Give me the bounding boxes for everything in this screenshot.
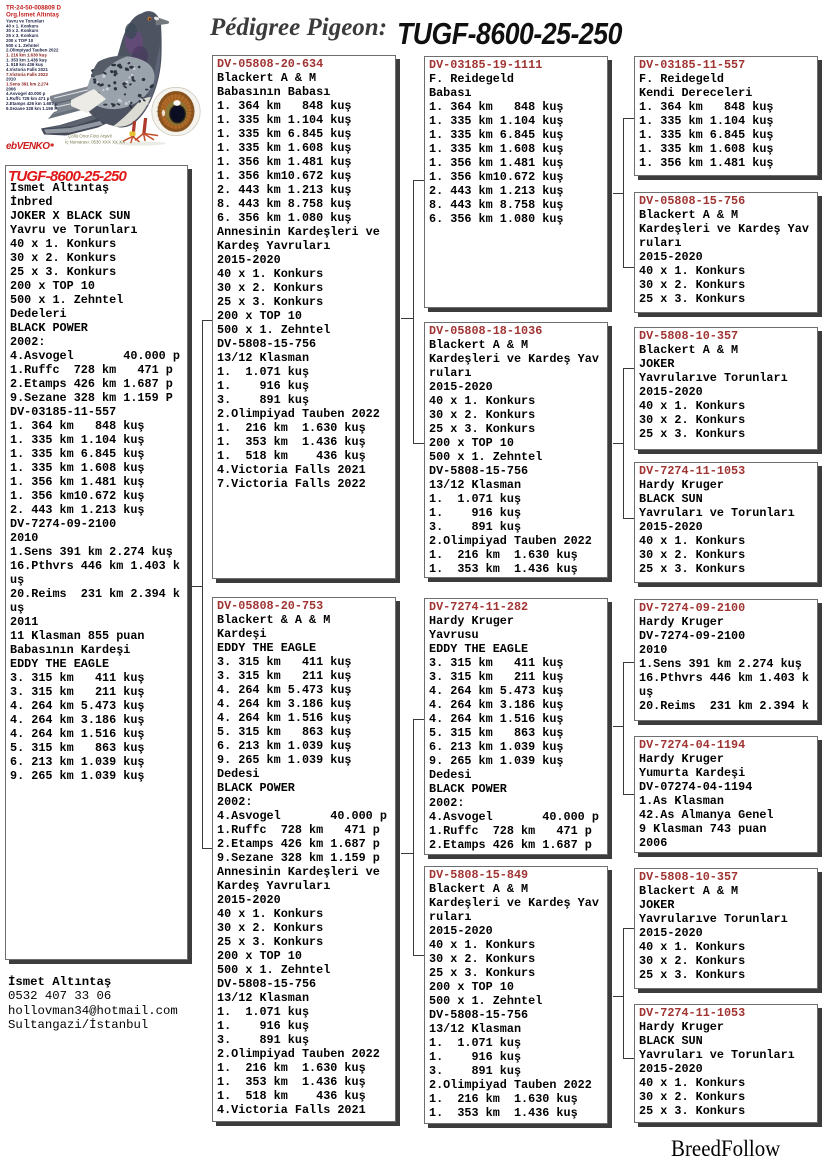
svg-text:Org.İsmet Altıntaş: Org.İsmet Altıntaş bbox=[6, 12, 60, 19]
svg-text:9.Sezane 328 km 1.159 P: 9.Sezane 328 km 1.159 P bbox=[6, 106, 57, 111]
svg-text:4.Victoria Falls 2021: 4.Victoria Falls 2021 bbox=[6, 67, 48, 72]
svg-text:2010: 2010 bbox=[6, 77, 16, 82]
svg-text:1.Sens 391 km 2.274: 1.Sens 391 km 2.274 bbox=[6, 82, 49, 87]
svg-text:500 x 1. Zehntel: 500 x 1. Zehntel bbox=[6, 43, 39, 48]
svg-text:İç Numarası: 0530 XXX XX XX: İç Numarası: 0530 XXX XX XX bbox=[65, 140, 125, 145]
svg-text:25 x 3. Konkurs: 25 x 3. Konkurs bbox=[6, 33, 39, 38]
svg-text:30 x 2. Konkurs: 30 x 2. Konkurs bbox=[6, 28, 39, 33]
svg-text:Yavru ve Torunları: Yavru ve Torunları bbox=[6, 19, 44, 24]
svg-text:Çöllü Onur Foto Arşivi!: Çöllü Onur Foto Arşivi! bbox=[68, 134, 112, 139]
svg-text:7.Victoria Falls 2022: 7.Victoria Falls 2022 bbox=[6, 72, 48, 77]
svg-text:40 x 1. Konkurs: 40 x 1. Konkurs bbox=[6, 23, 39, 28]
svg-text:4.Asvogel 40.000 p: 4.Asvogel 40.000 p bbox=[6, 91, 46, 96]
svg-text:1. 353 km 1.436 kuş: 1. 353 km 1.436 kuş bbox=[6, 57, 47, 62]
svg-text:2.Olimpiyad Tauben 2022: 2.Olimpiyad Tauben 2022 bbox=[6, 48, 59, 53]
svg-text:ebVENKO: ebVENKO bbox=[6, 141, 50, 152]
svg-text:2.Etamps 426 km 1.687 p: 2.Etamps 426 km 1.687 p bbox=[6, 101, 58, 106]
svg-text:✱: ✱ bbox=[50, 142, 55, 150]
svg-text:1. 518 km 436 kuş: 1. 518 km 436 kuş bbox=[6, 62, 44, 67]
svg-text:TR-24-50-008809 D: TR-24-50-008809 D bbox=[6, 5, 62, 12]
svg-text:1.Ruffc 728 km 471 p: 1.Ruffc 728 km 471 p bbox=[6, 96, 50, 101]
svg-text:2006: 2006 bbox=[6, 86, 16, 91]
svg-text:1. 216 km 1.630 kuş: 1. 216 km 1.630 kuş bbox=[6, 53, 47, 58]
svg-text:200 x TOP 10: 200 x TOP 10 bbox=[6, 38, 34, 43]
